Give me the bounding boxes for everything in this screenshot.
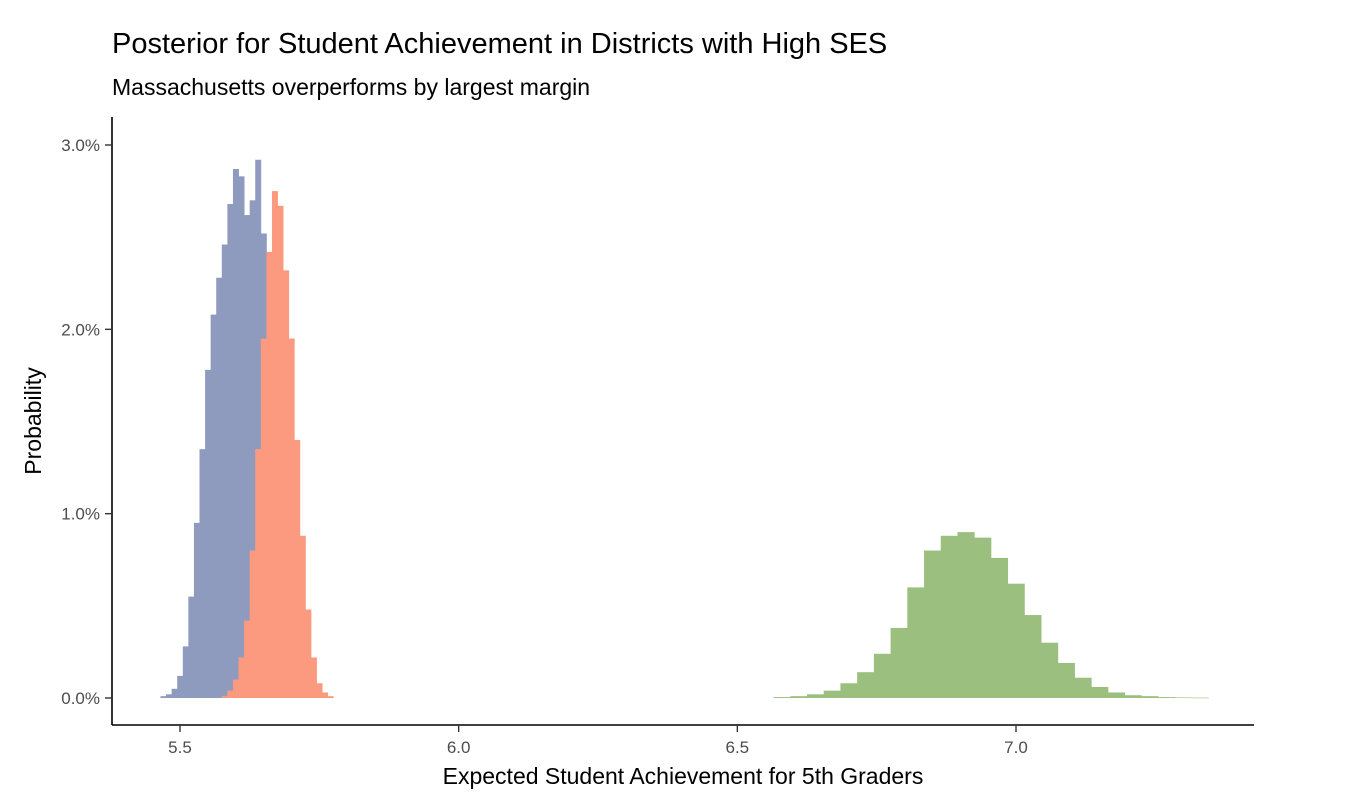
x-ticks: 5.5 6.0 6.5 7.0 [168,725,1028,757]
histogram-bar [260,338,267,698]
histogram-bar [1057,662,1075,698]
histogram-bar [1141,696,1159,698]
histogram-bar [310,657,317,698]
histogram-bar [1007,583,1025,698]
y-axis-label: Probability [20,367,46,475]
histogram-bar [199,449,206,698]
histogram-bar [907,587,925,698]
histogram-bar [232,168,239,698]
histogram-bar [182,646,189,698]
histogram-bar [1074,677,1092,698]
histogram-bar [773,697,791,698]
histogram-bar [305,609,312,698]
histogram-bar [244,215,251,699]
histogram-bar [177,675,184,698]
histogram-bar [294,439,301,698]
histogram-bar [188,596,195,698]
x-tick-label: 6.0 [447,738,471,757]
y-tick-label: 0.0% [61,689,100,708]
histogram-bar [277,205,284,698]
histogram-bar [160,696,167,698]
histogram-bar [166,694,173,698]
histogram-bar [857,672,875,698]
histogram-bar [244,620,251,698]
histogram-bar [924,550,942,698]
chart-subtitle: Massachusetts overperforms by largest ma… [112,74,591,100]
histogram-bar [227,690,234,698]
histogram-bar [807,694,825,698]
histogram-bar [283,270,290,698]
x-tick-label: 7.0 [1004,738,1028,757]
histogram-bar [238,176,245,699]
y-tick-label: 2.0% [61,320,100,339]
histogram-bar [238,657,245,698]
y-ticks: 0.0% 1.0% 2.0% 3.0% [61,136,112,708]
histogram-bar [823,690,841,698]
histogram-bar [255,159,262,698]
histogram-bar [271,191,278,698]
x-axis-label: Expected Student Achievement for 5th Gra… [443,763,924,789]
histogram-bar [327,696,334,698]
histogram-bar [288,338,295,698]
histogram-bar [1158,697,1176,698]
histogram-bar [249,550,256,698]
histogram-bar [1091,686,1109,698]
chart-title: Posterior for Student Achievement in Dis… [112,28,888,60]
histogram-bar [221,244,228,699]
y-tick-label: 3.0% [61,136,100,155]
histogram-bar [1107,692,1126,698]
histogram-bar [840,683,858,698]
histogram-bar [873,653,891,698]
histogram-bar [1174,697,1192,699]
histogram-bar [232,679,239,698]
histogram-bar [957,532,975,698]
histogram-bar [255,449,262,698]
histogram-bar [1191,697,1209,699]
histogram-bar [221,696,228,698]
histogram-bar [171,688,178,698]
histogram-bar [1041,642,1059,698]
histogram-bar [990,557,1009,698]
histogram-bar [205,369,212,698]
histogram-bar [322,692,329,698]
histogram-bar [210,314,217,698]
x-tick-label: 5.5 [168,738,192,757]
y-tick-label: 1.0% [61,505,100,524]
histogram-bar [790,696,808,698]
histogram-bar [227,203,234,699]
histogram-bar [249,200,256,699]
bars-layer [160,159,1209,699]
histogram-bar [1024,615,1042,698]
histogram-bar [299,535,306,698]
histogram-bar [266,251,273,698]
histogram-bar [890,627,908,698]
histogram-bar [1124,695,1142,698]
histogram-bar [974,537,992,698]
histogram-bar [316,683,323,698]
histogram-bar [193,522,200,698]
histogram-bar [216,277,223,698]
histogram-bar [940,535,958,698]
x-tick-label: 6.5 [726,738,750,757]
